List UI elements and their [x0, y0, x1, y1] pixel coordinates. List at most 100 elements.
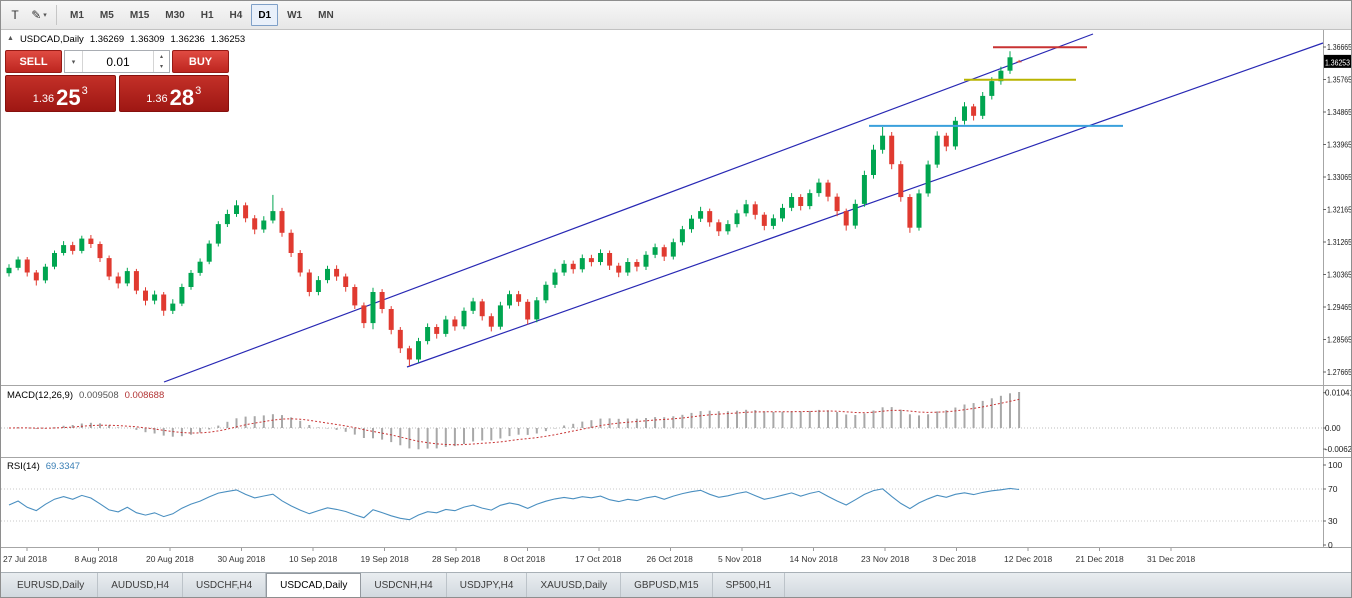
one-click-trading-panel: SELL ▾ 0.01 ▴ ▾ BUY 1.36 25 3 1.36 28 3 [5, 50, 229, 112]
candle [816, 178, 822, 197]
candle [133, 268, 139, 295]
current-price-tag [1324, 54, 1351, 68]
candle [461, 307, 467, 330]
rsi-indicator-label: RSI(14) 69.3347 [7, 461, 80, 472]
candle [679, 225, 685, 246]
lot-stepper-down-icon[interactable]: ▾ [159, 64, 163, 71]
price-tick-label: 1.34865 [1327, 108, 1352, 117]
candle [607, 250, 613, 270]
timeframe-h4[interactable]: H4 [229, 9, 243, 21]
date-label: 20 Aug 2018 [146, 554, 194, 564]
price-tick-label: 1.27665 [1327, 368, 1352, 377]
price-tick-label: 1.36665 [1327, 43, 1352, 52]
sell-price-button[interactable]: 1.36 25 3 [5, 75, 116, 112]
sell-button[interactable]: SELL [5, 50, 62, 73]
candle [124, 267, 130, 287]
candle [388, 306, 394, 335]
price-tick-label: 1.30365 [1327, 270, 1352, 279]
buy-price-bigfig: 1.36 [146, 93, 168, 105]
ohlc-low: 1.36236 [170, 34, 205, 45]
timeframe-group: M1 M5 M15 M30 H1 H4 D1 W1 MN [62, 4, 342, 26]
candle [670, 238, 676, 260]
candle [243, 202, 249, 223]
date-label: 3 Dec 2018 [933, 554, 977, 564]
ohlc-close: 1.36253 [210, 34, 246, 45]
macd-tick-label: 0.010412 [1325, 389, 1352, 398]
buy-price-button[interactable]: 1.36 28 3 [118, 75, 229, 112]
timeframe-w1[interactable]: W1 [287, 9, 303, 21]
candle [716, 219, 722, 236]
candle [534, 297, 540, 323]
tab-usdcnh-h4[interactable]: USDCNH,H4 [361, 573, 447, 597]
macd-tick-label: 0.00 [1325, 424, 1341, 433]
candle [916, 189, 922, 231]
candle [880, 127, 886, 154]
candle [898, 160, 904, 202]
chart-marker-icon: ▲ [7, 35, 14, 42]
candle [852, 199, 858, 229]
candle [270, 194, 276, 224]
tab-usdcad-daily[interactable]: USDCAD,Daily [266, 573, 362, 597]
candle [789, 193, 795, 212]
macd-value: 0.009508 [79, 390, 119, 401]
candle [889, 132, 895, 170]
candle [315, 276, 321, 296]
candle [861, 170, 867, 207]
candle [143, 287, 148, 306]
tab-gbpusd-m15[interactable]: GBPUSD,M15 [621, 573, 713, 597]
tab-eurusd-daily[interactable]: EURUSD,Daily [4, 573, 99, 597]
trendline[interactable] [406, 42, 1324, 368]
lot-size-input[interactable]: 0.01 [106, 54, 130, 69]
symbol-title: USDCAD,Daily [19, 34, 84, 45]
candle [616, 262, 622, 278]
candle [106, 255, 112, 281]
candle [798, 194, 804, 211]
trendline[interactable] [163, 33, 1094, 383]
candle [734, 209, 740, 228]
text-tool-button[interactable]: T [11, 8, 19, 22]
ohlc-high: 1.36309 [130, 34, 165, 45]
candle [943, 132, 949, 152]
candle [643, 251, 649, 270]
timeframe-h1[interactable]: H1 [200, 9, 214, 21]
pencil-icon: ✎ [31, 8, 42, 22]
candle [224, 209, 230, 227]
timeframe-m1[interactable]: M1 [70, 9, 84, 21]
tab-sp500-h1[interactable]: SP500,H1 [713, 573, 786, 597]
sell-price-bigfig: 1.36 [32, 93, 55, 105]
rsi-name: RSI(14) [7, 461, 40, 472]
timeframe-mn[interactable]: MN [318, 9, 334, 21]
rsi-tick-label: 30 [1328, 516, 1338, 526]
lot-dropdown-icon[interactable]: ▾ [65, 51, 83, 72]
current-price-label: 1.36253 [1325, 58, 1350, 67]
timeframe-m15[interactable]: M15 [129, 9, 150, 21]
date-label: 27 Jul 2018 [3, 554, 47, 564]
date-label: 31 Dec 2018 [1147, 554, 1195, 564]
timeframe-m30[interactable]: M30 [165, 9, 185, 21]
buy-button[interactable]: BUY [172, 50, 229, 73]
tab-usdchf-h4[interactable]: USDCHF,H4 [183, 573, 267, 597]
rsi-value: 69.3347 [45, 461, 81, 472]
timeframe-d1[interactable]: D1 [251, 4, 279, 26]
timeframe-m5[interactable]: M5 [99, 9, 114, 21]
draw-tool-button[interactable]: ✎ ▾ [28, 3, 50, 27]
candle [179, 283, 185, 307]
ohlc-open: 1.36269 [89, 34, 125, 45]
candle [425, 323, 431, 345]
tab-usdjpy-h4[interactable]: USDJPY,H4 [447, 573, 528, 597]
candle [834, 193, 840, 217]
candle [570, 260, 576, 274]
rsi-tick-label: 70 [1328, 484, 1338, 494]
date-label: 8 Oct 2018 [504, 554, 546, 564]
candle [434, 324, 440, 339]
date-label: 8 Aug 2018 [75, 554, 118, 564]
candle [998, 66, 1004, 85]
lot-stepper-up-icon[interactable]: ▴ [159, 53, 163, 60]
candle [552, 268, 558, 288]
price-tick-label: 1.31265 [1327, 238, 1352, 247]
tab-audusd-h4[interactable]: AUDUSD,H4 [98, 573, 184, 597]
candle [416, 337, 421, 363]
tab-xauusd-daily[interactable]: XAUUSD,Daily [527, 573, 622, 597]
macd-signal-value: 0.008688 [124, 390, 165, 401]
